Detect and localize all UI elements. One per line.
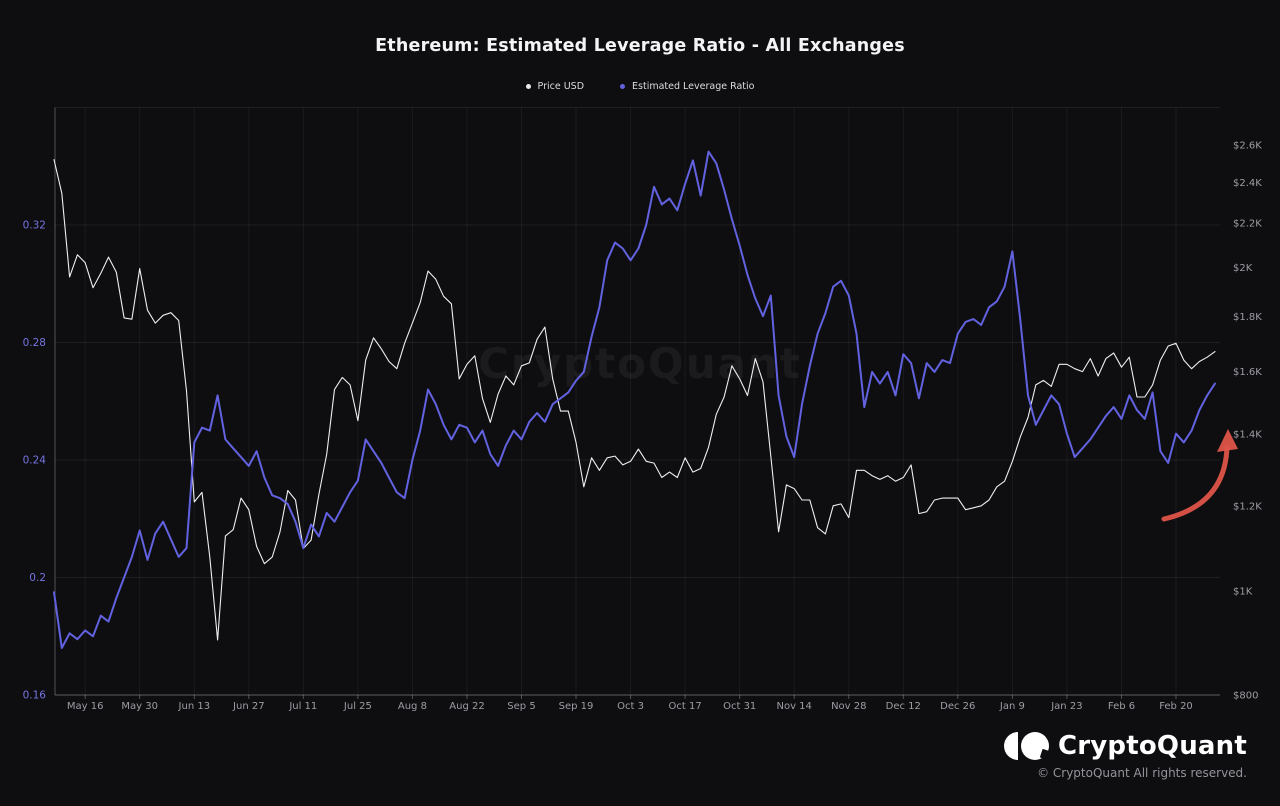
- legend-item-price[interactable]: Price USD: [525, 81, 585, 92]
- copyright-text: © CryptoQuant All rights reserved.: [1037, 766, 1247, 780]
- price-tick-label: $2.4K: [1233, 178, 1262, 189]
- price-tick-label: $1.4K: [1233, 429, 1262, 440]
- date-tick-label: Feb 20: [1159, 701, 1193, 712]
- date-tick-label: Jul 11: [288, 701, 317, 712]
- vertical-gridlines: [84, 107, 1177, 699]
- date-tick-label: May 30: [121, 701, 158, 712]
- leverage-ratio-line: [53, 150, 1216, 649]
- price-legend-dot-icon: [525, 84, 531, 89]
- price-tick-label: $1.6K: [1233, 367, 1262, 378]
- watermark-text: CryptoQuant: [478, 339, 802, 388]
- date-tick-label: Oct 3: [617, 701, 644, 712]
- date-tick-label: Jan 23: [1050, 701, 1082, 712]
- price-tick-label: $1K: [1233, 586, 1253, 597]
- date-tick-label: Nov 28: [831, 701, 866, 712]
- date-tick-label: Jul 25: [343, 701, 372, 712]
- date-tick-label: Sep 5: [507, 701, 535, 712]
- cryptoquant-logo-icon: [1003, 732, 1052, 761]
- legend-label-price: Price USD: [537, 81, 585, 92]
- price-usd-line: [53, 159, 1216, 641]
- arrowhead-icon: [1217, 429, 1238, 452]
- date-tick-label: Jun 27: [232, 701, 265, 712]
- legend-label-leverage: Estimated Leverage Ratio: [632, 81, 755, 92]
- brand-name: CryptoQuant: [1057, 731, 1247, 761]
- chart-legend: Price USD Estimated Leverage Ratio: [0, 81, 1280, 92]
- logo-notch: [1039, 748, 1052, 761]
- date-tick-label: Dec 12: [886, 701, 921, 712]
- ratio-tick-label: 0.2: [29, 572, 46, 584]
- axis-lines: [54, 107, 1220, 696]
- date-tick-label: Feb 6: [1108, 701, 1135, 712]
- logo-crescent-shape: [1003, 732, 1018, 760]
- price-tick-label: $2K: [1233, 263, 1253, 274]
- x-axis-labels: May 16 May 30 Jun 13 Jun 27 Jul 11 Jul 25 Aug …: [67, 701, 1193, 712]
- page-title: Ethereum: Estimated Leverage Ratio - All…: [375, 36, 905, 56]
- brand-row: CryptoQuant: [1003, 731, 1247, 761]
- ratio-tick-label: 0.28: [23, 337, 46, 349]
- date-tick-label: Jan 9: [999, 701, 1025, 712]
- date-tick-label: Aug 22: [449, 701, 484, 712]
- price-tick-label: $800: [1233, 691, 1258, 702]
- right-axis-labels: $2.6K $2.4K $2.2K $2K $1.8K $1.6K $1.4K $1.2K $1…: [1233, 141, 1262, 702]
- date-tick-label: Aug 8: [398, 701, 427, 712]
- date-tick-label: Nov 14: [776, 701, 811, 712]
- ratio-tick-label: 0.16: [23, 690, 47, 702]
- date-tick-label: Oct 31: [723, 701, 756, 712]
- trend-arrow-annotation: [1161, 429, 1238, 522]
- ratio-tick-label: 0.32: [23, 220, 46, 232]
- price-tick-label: $2.6K: [1233, 141, 1262, 152]
- legend-item-leverage[interactable]: Estimated Leverage Ratio: [620, 81, 754, 92]
- leverage-legend-dot-icon: [620, 84, 626, 89]
- date-tick-label: Oct 17: [668, 701, 701, 712]
- date-tick-label: Jun 13: [178, 701, 211, 712]
- logo-disc-shape: [1020, 732, 1052, 761]
- price-tick-label: $1.8K: [1233, 312, 1262, 323]
- date-tick-label: May 16: [67, 701, 104, 712]
- price-tick-label: $2.2K: [1233, 219, 1262, 230]
- footer-branding: CryptoQuant © CryptoQuant All rights res…: [1003, 731, 1247, 780]
- horizontal-gridlines: [55, 107, 1220, 696]
- ratio-tick-label: 0.24: [23, 455, 47, 467]
- date-tick-label: Sep 19: [559, 701, 594, 712]
- date-tick-label: Dec 26: [940, 701, 975, 712]
- left-axis-labels: 0.32 0.28 0.24 0.2 0.16: [23, 220, 47, 702]
- price-tick-label: $1.2K: [1233, 501, 1262, 512]
